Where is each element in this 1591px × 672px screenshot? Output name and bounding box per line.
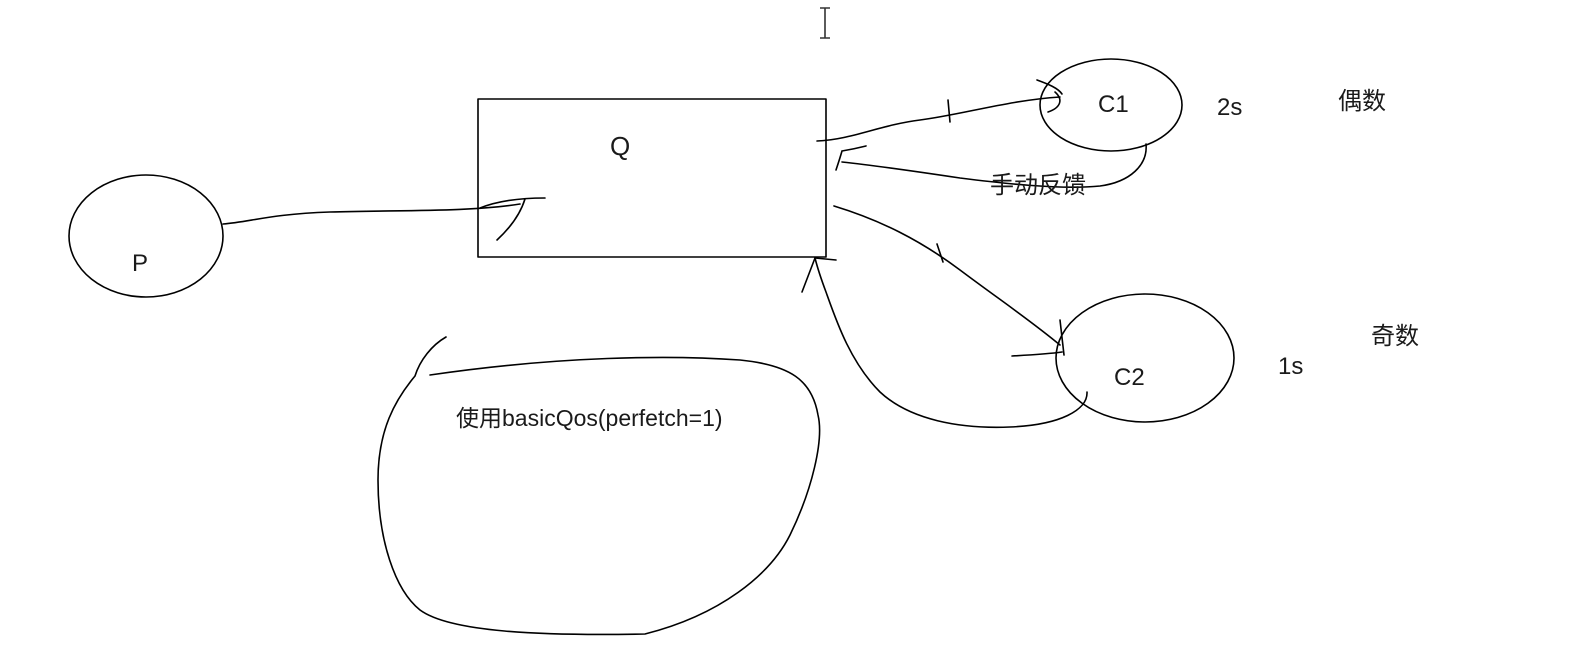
queue-to-c1-tick [947, 99, 951, 123]
qos-note: 使用basicQos(perfetch=1) [456, 405, 723, 431]
producer-to-queue-arrow [222, 203, 521, 225]
queue-box [477, 98, 827, 258]
c1-ack-arrowhead [835, 145, 867, 171]
consumer-2-label: C2 [1114, 364, 1145, 391]
consumer-2-node [1055, 293, 1235, 423]
producer-to-queue-arrowhead [479, 197, 546, 241]
queue-to-c2-arrowhead [1011, 319, 1065, 357]
queue-to-c2-tick [936, 243, 944, 263]
consumer-1-node [1039, 58, 1183, 152]
producer-label: P [132, 250, 149, 277]
c2-ack-arrow [814, 257, 1088, 429]
queue-to-c2-arrow [833, 205, 1061, 346]
consumer-1-parity: 偶数 [1338, 88, 1386, 115]
c1-ack-arrow [841, 143, 1147, 188]
qos-note-outline [377, 336, 821, 636]
queue-to-c1-arrowhead [1036, 79, 1063, 113]
text-cursor-icon [820, 7, 830, 39]
ack-label: 手动反馈 [990, 172, 1086, 199]
c2-ack-arrowhead [801, 257, 837, 293]
consumer-2-delay: 1s [1278, 353, 1304, 380]
consumer-2-parity: 奇数 [1371, 323, 1419, 350]
producer-node [68, 174, 224, 298]
queue-label: Q [610, 131, 631, 161]
consumer-1-delay: 2s [1217, 94, 1243, 121]
queue-to-c1-arrow [816, 96, 1061, 142]
consumer-1-label: C1 [1098, 91, 1129, 118]
